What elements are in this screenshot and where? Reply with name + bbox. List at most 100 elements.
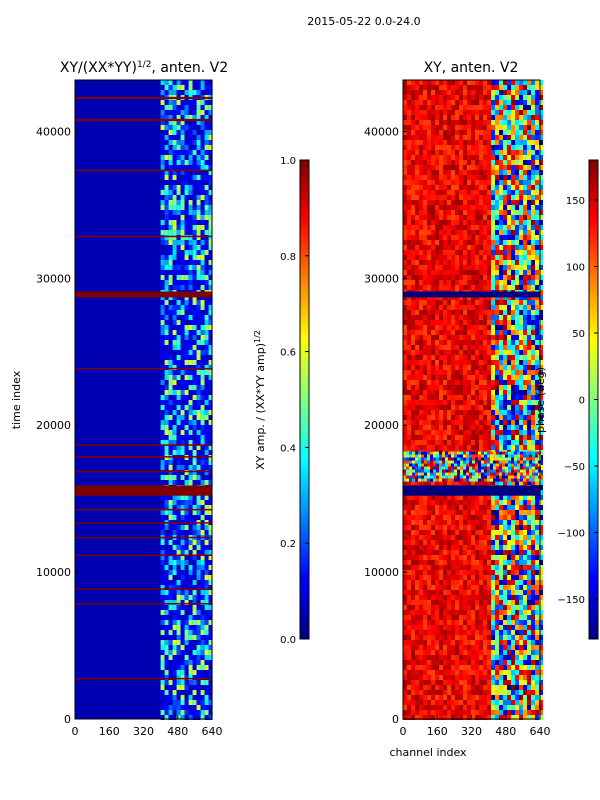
- phase-cell: [491, 435, 495, 440]
- phase-cell: [511, 270, 515, 275]
- phase-cell: [503, 140, 507, 145]
- amplitude-cell: [188, 140, 193, 145]
- amplitude-cell: [160, 200, 165, 205]
- phase-cell: [407, 315, 411, 320]
- phase-cell: [459, 405, 463, 410]
- phase-cell: [539, 255, 543, 260]
- amplitude-cell: [204, 580, 209, 585]
- phase-cell: [535, 245, 539, 250]
- phase-cell: [407, 405, 411, 410]
- phase-cell: [511, 410, 515, 415]
- phase-cell: [463, 340, 467, 345]
- phase-cell: [527, 390, 531, 395]
- amplitude-cell: [176, 560, 181, 565]
- phase-cell: [419, 400, 423, 405]
- phase-cell: [467, 385, 471, 390]
- amplitude-xtick-label: 320: [133, 725, 154, 738]
- phase-cell: [447, 375, 451, 380]
- phase-cell: [527, 420, 531, 425]
- phase-cell: [531, 205, 535, 210]
- phase-heatmap[interactable]: [403, 80, 543, 720]
- phase-cell: [527, 410, 531, 415]
- phase-cell: [519, 355, 523, 360]
- amplitude-cell: [164, 435, 169, 440]
- phase-cell: [531, 180, 535, 185]
- amplitude-cell: [168, 390, 173, 395]
- phase-cell: [527, 200, 531, 205]
- amplitude-cell: [196, 115, 201, 120]
- phase-cell: [407, 540, 411, 545]
- phase-cell: [447, 420, 451, 425]
- amplitude-cell: [184, 710, 189, 715]
- amplitude-cell: [180, 655, 185, 660]
- amplitude-cell: [200, 600, 205, 605]
- phase-cell: [515, 445, 519, 450]
- amplitude-cell: [176, 715, 181, 720]
- amplitude-cell: [184, 85, 189, 90]
- phase-cell: [503, 95, 507, 100]
- amplitude-cell: [192, 585, 197, 590]
- phase-cell: [427, 320, 431, 325]
- amplitude-heatmap[interactable]: [75, 80, 213, 720]
- amplitude-cell: [196, 545, 201, 550]
- phase-cell: [479, 140, 483, 145]
- phase-cell: [499, 200, 503, 205]
- phase-cell: [487, 325, 491, 330]
- amplitude-cell: [184, 540, 189, 545]
- phase-cell: [431, 100, 435, 105]
- phase-cell: [523, 205, 527, 210]
- amplitude-cell: [204, 350, 209, 355]
- amplitude-cell: [208, 260, 213, 265]
- phase-cell: [459, 205, 463, 210]
- phase-cell: [535, 125, 539, 130]
- phase-cell: [499, 365, 503, 370]
- amplitude-cell: [196, 645, 201, 650]
- amplitude-cell: [204, 280, 209, 285]
- phase-cell: [471, 430, 475, 435]
- amplitude-cell: [208, 575, 213, 580]
- phase-cell: [415, 295, 419, 300]
- phase-cell: [475, 160, 479, 165]
- amplitude-cell: [204, 295, 209, 300]
- amplitude-cell: [184, 155, 189, 160]
- amplitude-cell: [172, 375, 177, 380]
- phase-cell: [539, 380, 543, 385]
- amplitude-cell: [160, 240, 165, 245]
- amplitude-cell: [164, 165, 169, 170]
- phase-cell: [491, 230, 495, 235]
- phase-cell: [419, 415, 423, 420]
- phase-cell: [407, 535, 411, 540]
- amplitude-cell: [192, 545, 197, 550]
- phase-cell: [491, 495, 495, 500]
- amplitude-cell: [204, 470, 209, 475]
- phase-cell: [459, 230, 463, 235]
- phase-cell: [407, 525, 411, 530]
- phase-cell: [479, 85, 483, 90]
- phase-cell: [427, 325, 431, 330]
- phase-cell: [515, 355, 519, 360]
- phase-cell: [519, 95, 523, 100]
- phase-cell: [507, 300, 511, 305]
- phase-cell: [535, 390, 539, 395]
- phase-cell: [439, 420, 443, 425]
- phase-cell: [427, 250, 431, 255]
- phase-cell: [499, 205, 503, 210]
- amplitude-cell: [192, 505, 197, 510]
- amplitude-cell: [160, 530, 165, 535]
- phase-cell: [483, 375, 487, 380]
- phase-cell: [523, 400, 527, 405]
- phase-cell: [439, 115, 443, 120]
- amplitude-cell: [180, 480, 185, 485]
- phase-cell: [415, 440, 419, 445]
- phase-cell: [455, 165, 459, 170]
- amplitude-cell: [180, 450, 185, 455]
- amplitude-cell: [192, 210, 197, 215]
- phase-cell: [435, 520, 439, 525]
- amplitude-cell: [200, 245, 205, 250]
- phase-cell: [427, 275, 431, 280]
- amplitude-xtick-label: 640: [202, 725, 223, 738]
- phase-cell: [515, 525, 519, 530]
- phase-cell: [475, 145, 479, 150]
- amplitude-cell: [164, 125, 169, 130]
- amplitude-cell: [180, 205, 185, 210]
